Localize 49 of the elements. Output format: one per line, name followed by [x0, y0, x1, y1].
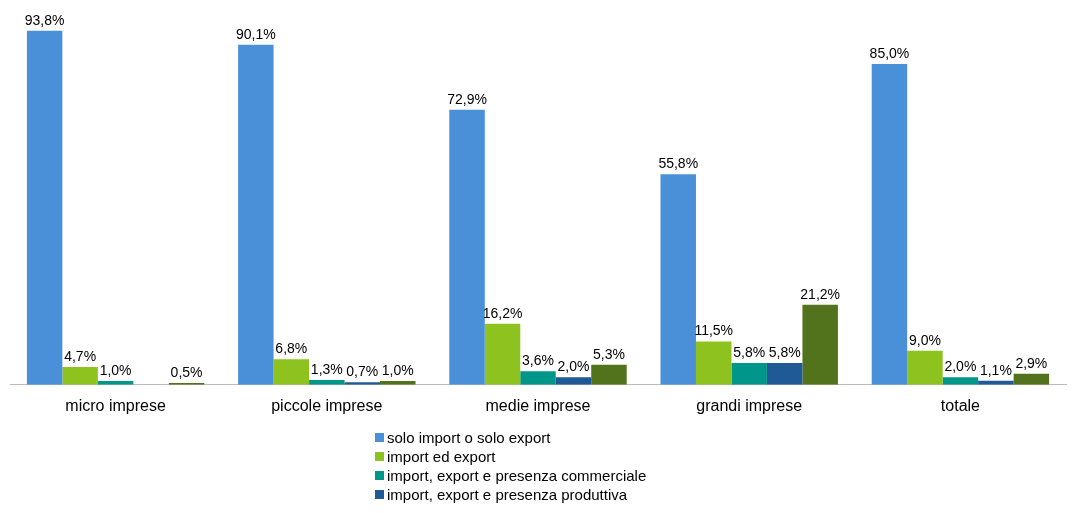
bar	[520, 371, 556, 385]
data-label: 9,0%	[908, 331, 941, 348]
bar	[871, 63, 908, 385]
x-tick-label: medie imprese	[485, 396, 591, 414]
legend-label: solo import o solo export	[387, 428, 551, 447]
data-label: 0,5%	[170, 363, 203, 380]
data-label: 1,0%	[99, 361, 132, 378]
data-label: 0,7%	[346, 363, 379, 380]
x-tick-label: piccole imprese	[271, 396, 383, 414]
bar	[26, 30, 63, 385]
data-label: 1,1%	[979, 361, 1012, 378]
legend-label: import, export e presenza produttiva	[387, 485, 628, 504]
data-label: 5,3%	[593, 345, 625, 362]
data-label: 1,3%	[310, 360, 343, 377]
bar	[238, 44, 274, 385]
legend-label: import ed export	[387, 447, 496, 466]
bar	[660, 174, 696, 385]
bar	[695, 341, 732, 385]
bar	[802, 304, 838, 385]
x-tick-label: micro imprese	[65, 396, 166, 414]
bar	[273, 359, 310, 385]
x-tick-label: grandi imprese	[696, 396, 803, 414]
data-label: 2,9%	[1015, 354, 1048, 371]
data-label: 2,0%	[557, 358, 590, 375]
bar	[766, 362, 803, 385]
bar	[1013, 373, 1050, 385]
data-label: 2,0%	[944, 358, 977, 375]
data-label: 21,2%	[800, 285, 841, 302]
data-label: 3,6%	[522, 352, 554, 369]
data-label: 90,1%	[235, 25, 276, 42]
bar	[731, 362, 767, 385]
bar	[942, 377, 979, 385]
bar	[907, 350, 943, 385]
data-label: 4,7%	[64, 347, 97, 364]
bar	[449, 109, 485, 385]
data-label: 5,8%	[768, 343, 801, 360]
data-label: 5,8%	[733, 343, 766, 360]
bar	[555, 377, 592, 385]
data-label: 72,9%	[447, 90, 487, 107]
data-label: 93,8%	[24, 11, 65, 28]
data-label: 55,8%	[658, 155, 699, 172]
x-tick-label: totale	[940, 396, 981, 414]
bar	[591, 364, 627, 385]
legend-label: import, export e presenza commerciale	[387, 466, 647, 485]
bar	[484, 323, 521, 385]
bar	[62, 367, 98, 385]
data-label: 6,8%	[275, 339, 308, 356]
data-label: 85,0%	[869, 44, 910, 61]
data-label: 1,0%	[381, 361, 414, 378]
